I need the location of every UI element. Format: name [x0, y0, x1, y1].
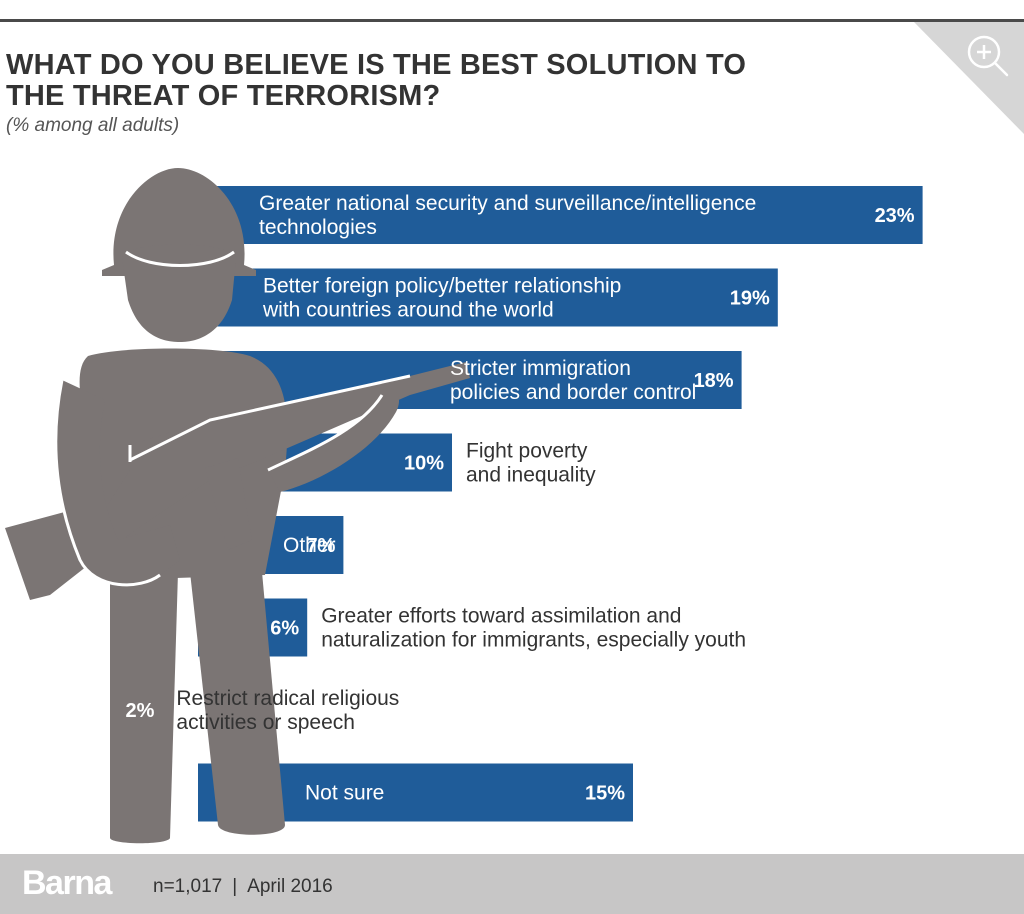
bar-1	[198, 186, 923, 244]
value-label-2: 19%	[730, 288, 770, 310]
category-label-line: Greater national security and surveillan…	[259, 192, 756, 215]
category-label-line: and inequality	[466, 464, 596, 487]
chart-subtitle: (% among all adults)	[6, 115, 180, 136]
survey-date: April 2016	[247, 876, 333, 897]
category-label-6: Greater efforts toward assimilation and n…	[321, 605, 746, 652]
value-label-6: 6%	[270, 618, 299, 640]
footer-meta: n=1,017 | April 2016	[153, 876, 333, 898]
footer: Barna n=1,017 | April 2016	[0, 854, 1024, 914]
value-label-3: 18%	[694, 370, 734, 392]
category-label-line: Restrict radical religious	[176, 687, 399, 710]
value-label-1: 23%	[875, 205, 915, 227]
soldier-silhouette	[5, 168, 470, 844]
zoom-in-icon[interactable]	[967, 35, 1009, 77]
category-label-line: with countries around the world	[262, 299, 554, 322]
value-label-8: 15%	[585, 783, 625, 805]
category-label-line: Not sure	[305, 782, 384, 805]
bar-2	[198, 268, 778, 327]
category-label-line: Other	[283, 534, 336, 557]
zoom-corner[interactable]	[914, 22, 1024, 134]
category-label-2: Better foreign policy/better relationshi…	[262, 275, 621, 322]
category-label-line: technologies	[259, 216, 377, 239]
top-rule	[0, 19, 1024, 22]
category-label-line: activities or speech	[176, 711, 355, 734]
category-label-line: Stricter immigration	[450, 357, 631, 380]
category-label-5: Other	[283, 534, 336, 557]
sample-size: n=1,017	[153, 876, 223, 897]
footer-separator: |	[232, 876, 238, 897]
chart-title: WHAT DO YOU BELIEVE IS THE BEST SOLUTION…	[6, 49, 747, 112]
category-label-line: Greater efforts toward assimilation and	[321, 605, 681, 628]
silhouette-outline	[54, 250, 411, 587]
category-label-8: Not sure	[305, 782, 384, 805]
bar-3	[198, 351, 742, 409]
category-label-line: Fight poverty	[466, 440, 588, 463]
category-label-4: Fight poverty and inequality	[466, 440, 596, 487]
category-label-line: naturalization for immigrants, especiall…	[321, 629, 746, 652]
category-label-3: Stricter immigration policies and border …	[450, 357, 696, 404]
value-label-5: 7%	[306, 535, 335, 557]
value-label-7: 2%	[125, 700, 154, 722]
category-label-1: Greater national security and surveillan…	[259, 192, 756, 239]
labels-layer: 23% Greater national security and surveil…	[125, 192, 914, 805]
value-label-4: 10%	[404, 453, 444, 475]
brand-logo[interactable]: Barna	[22, 864, 112, 902]
category-label-7: Restrict radical religious activities or …	[176, 687, 399, 734]
category-label-line: policies and border control	[450, 381, 696, 404]
category-label-line: Better foreign policy/better relationshi…	[263, 275, 621, 298]
